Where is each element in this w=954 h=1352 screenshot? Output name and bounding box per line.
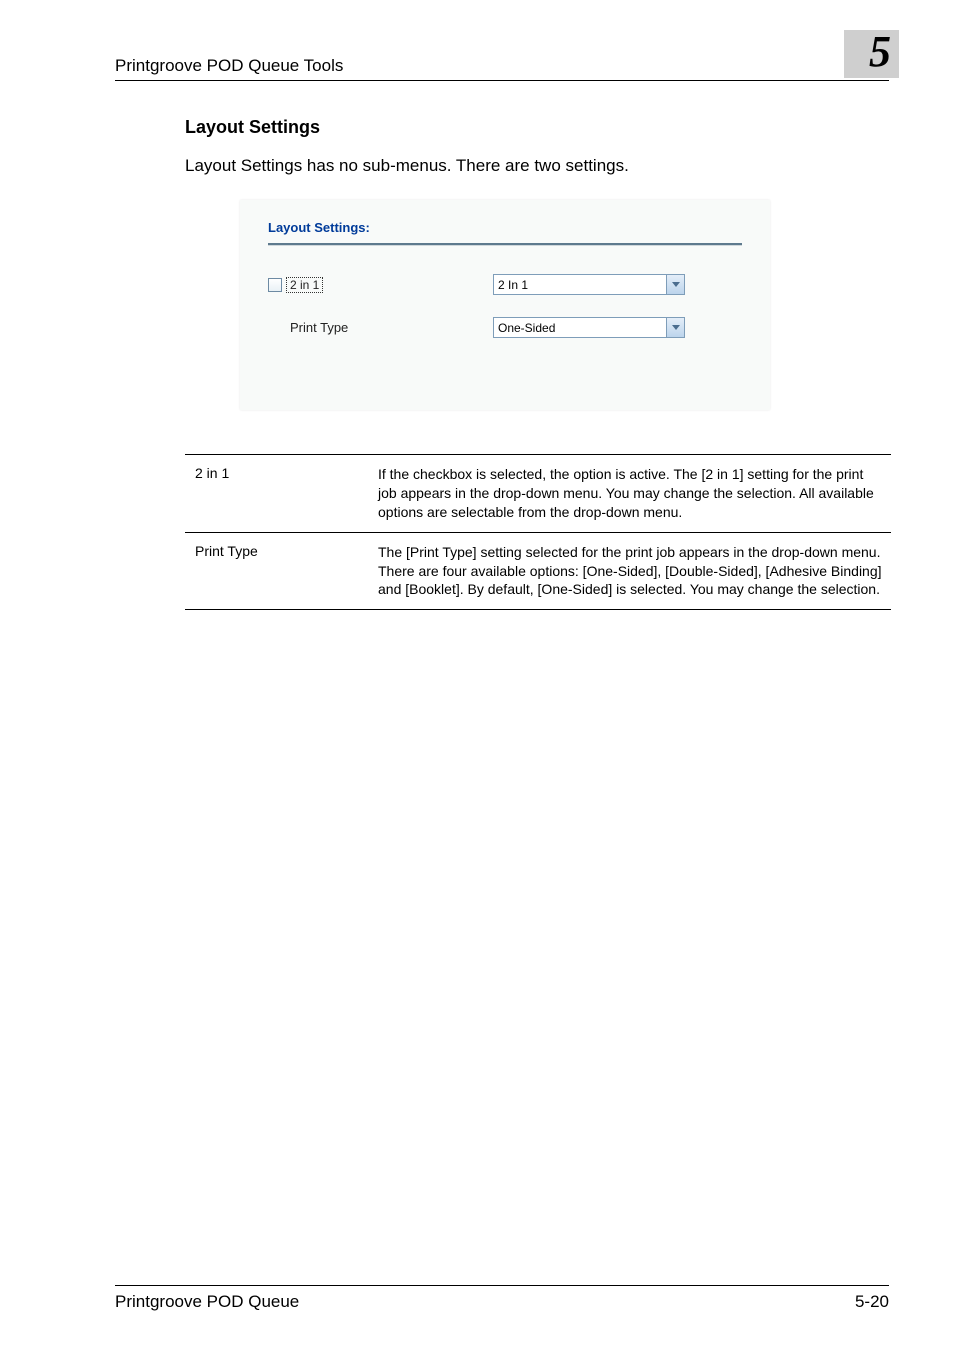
layout-settings-panel: Layout Settings: 2 in 1 2 In 1 Print Typ… [240, 200, 770, 410]
def-term: Print Type [185, 533, 368, 610]
checkbox-2in1[interactable] [268, 278, 282, 292]
select-2in1-value: 2 In 1 [498, 278, 528, 292]
checkbox-2in1-label: 2 in 1 [286, 277, 323, 293]
row-2in1: 2 in 1 2 In 1 [268, 274, 742, 295]
footer-left: Printgroove POD Queue [115, 1292, 299, 1312]
chapter-number-box: 5 [839, 30, 899, 80]
table-row: Print Type The [Print Type] setting sele… [185, 533, 891, 611]
def-desc: The [Print Type] setting selected for th… [368, 533, 891, 610]
section-heading: Layout Settings [185, 117, 889, 138]
section-intro: Layout Settings has no sub-menus. There … [185, 156, 889, 176]
select-print-type-value: One-Sided [498, 321, 555, 335]
row-2in1-label-cell: 2 in 1 [268, 277, 493, 293]
page-footer: Printgroove POD Queue 5-20 [115, 1285, 889, 1312]
select-print-type[interactable]: One-Sided [493, 317, 685, 338]
panel-rule [268, 243, 742, 246]
panel-title: Layout Settings: [268, 220, 742, 235]
chevron-down-icon [666, 318, 684, 337]
def-term: 2 in 1 [185, 455, 368, 532]
footer-right: 5-20 [855, 1292, 889, 1312]
chapter-number: 5 [869, 26, 891, 77]
page-header: Printgroove POD Queue Tools 5 [115, 30, 889, 81]
row-print-type-label: Print Type [268, 320, 493, 335]
header-title: Printgroove POD Queue Tools [115, 56, 343, 76]
select-2in1[interactable]: 2 In 1 [493, 274, 685, 295]
def-desc: If the checkbox is selected, the option … [368, 455, 891, 532]
chevron-down-icon [666, 275, 684, 294]
definitions-table: 2 in 1 If the checkbox is selected, the … [185, 454, 891, 610]
row-print-type: Print Type One-Sided [268, 317, 742, 338]
table-row: 2 in 1 If the checkbox is selected, the … [185, 455, 891, 533]
